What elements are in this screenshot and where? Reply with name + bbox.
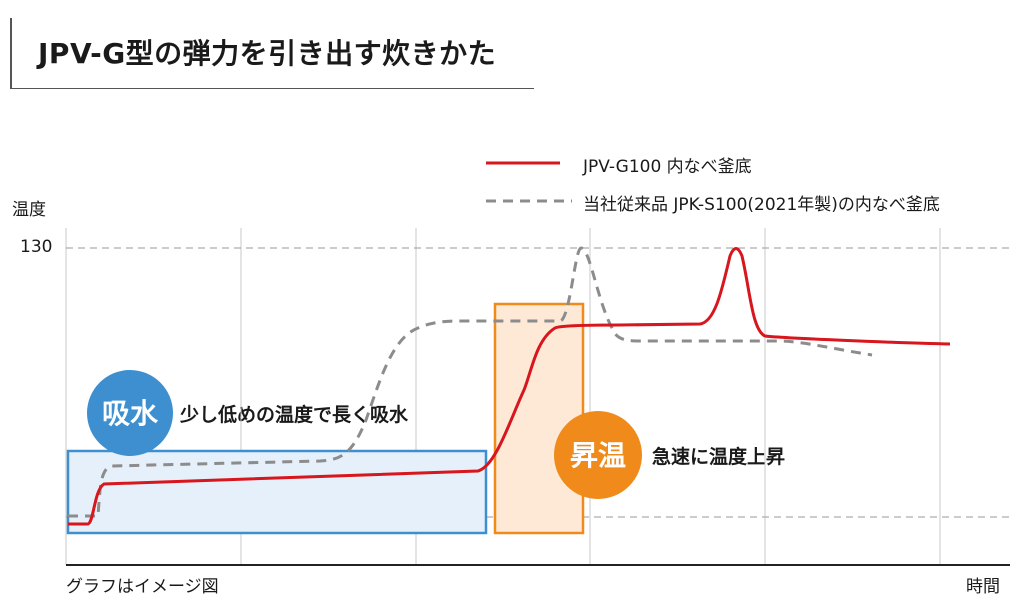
water-absorption-caption: 少し低めの温度で長く吸水 (180, 404, 409, 426)
heating-caption: 急速に温度上昇 (652, 446, 786, 468)
heating-badge: 昇温 (554, 411, 642, 499)
water-absorption-badge: 吸水 (87, 370, 173, 456)
legend-label-jpv: JPV-G100 内なべ釜底 (583, 157, 752, 177)
image-note: グラフはイメージ図 (66, 577, 219, 597)
title-frame: JPV-G型の弾力を引き出す炊きかた (10, 18, 534, 89)
y-tick-label-130: 130 (20, 237, 53, 257)
heating-phase-box (493, 302, 585, 535)
page-title: JPV-G型の弾力を引き出す炊きかた (38, 37, 497, 70)
series-line-jpv (68, 247, 951, 526)
x-axis-label: 時間 (966, 577, 1000, 597)
water-absorption-phase-box (66, 449, 488, 535)
water-absorption-badge-text: 吸水 (102, 397, 159, 430)
series-line-legacy (68, 246, 873, 518)
heating-badge-text: 昇温 (570, 439, 626, 472)
legend-label-legacy: 当社従来品 JPK-S100(2021年製)の内なべ釜底 (583, 195, 940, 215)
y-axis-label: 温度 (12, 200, 46, 220)
